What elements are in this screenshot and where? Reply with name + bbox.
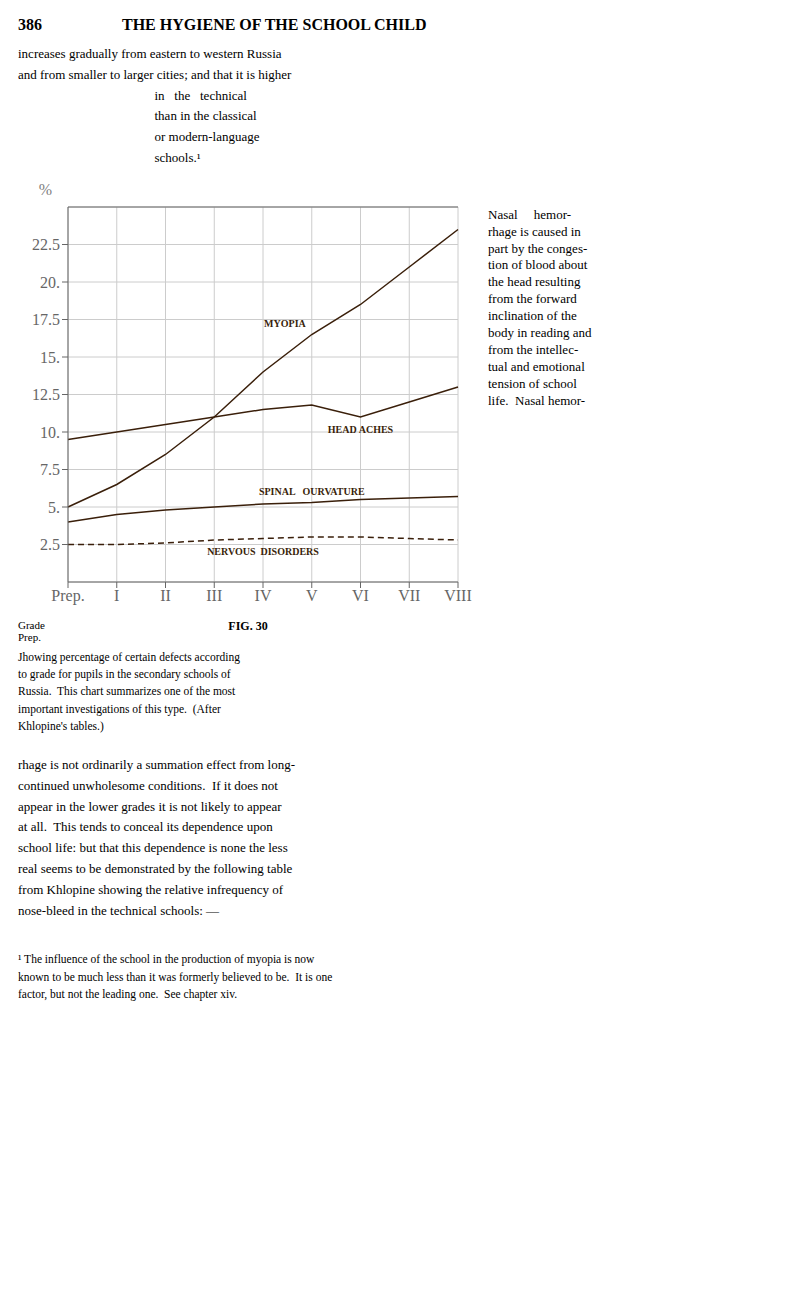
svg-text:VII: VII <box>398 587 420 604</box>
html-text:¹ The influence of the school: ¹ The influence of the school in the pro… <box>18 953 333 1000</box>
html-text:rhage is not ordinarily a summ: rhage is not ordinarily a summation effe… <box>18 757 295 918</box>
svg-text:SPINAL OURVATURE: SPINAL OURVATURE <box>259 485 365 496</box>
svg-text:2.5: 2.5 <box>40 536 60 553</box>
svg-text:I: I <box>114 587 119 604</box>
html-text:Jhowing percentage of certain: Jhowing percentage of certain defects ac… <box>18 650 240 732</box>
svg-text:15.: 15. <box>40 348 60 365</box>
html-text:Nasal hemor- rhage is caused i: Nasal hemor- rhage is caused in part by … <box>488 206 592 408</box>
html-text:FIG. 30: FIG. 30 <box>228 618 268 633</box>
svg-text:10.: 10. <box>40 423 60 440</box>
svg-text:II: II <box>160 587 171 604</box>
html-text:increases gradually from easte: increases gradually from eastern to west… <box>18 46 292 165</box>
svg-text:V: V <box>306 587 318 604</box>
html-text:THE HYGIENE OF THE SCHOOL CHIL: THE HYGIENE OF THE SCHOOL CHILD <box>122 16 427 33</box>
svg-text:VI: VI <box>352 587 369 604</box>
svg-text:MYOPIA: MYOPIA <box>264 317 306 328</box>
html-text:386: 386 <box>18 16 42 33</box>
svg-text:12.5: 12.5 <box>32 386 60 403</box>
svg-text:VIII: VIII <box>444 587 472 604</box>
svg-text:22.5: 22.5 <box>32 236 60 253</box>
html-text:Grade: Grade <box>18 618 45 631</box>
svg-text:NERVOUS DISORDERS: NERVOUS DISORDERS <box>207 545 319 556</box>
svg-text:17.5: 17.5 <box>32 311 60 328</box>
svg-text:HEAD ACHES: HEAD ACHES <box>328 424 394 435</box>
svg-text:20.: 20. <box>40 273 60 290</box>
svg-text:Prep.: Prep. <box>51 587 84 605</box>
svg-text:III: III <box>206 587 222 604</box>
svg-text:%: % <box>39 181 52 198</box>
svg-text:IV: IV <box>255 587 272 604</box>
html-text:Prep.: Prep. <box>18 630 41 643</box>
svg-text:5.: 5. <box>48 498 60 515</box>
svg-text:7.5: 7.5 <box>40 461 60 478</box>
